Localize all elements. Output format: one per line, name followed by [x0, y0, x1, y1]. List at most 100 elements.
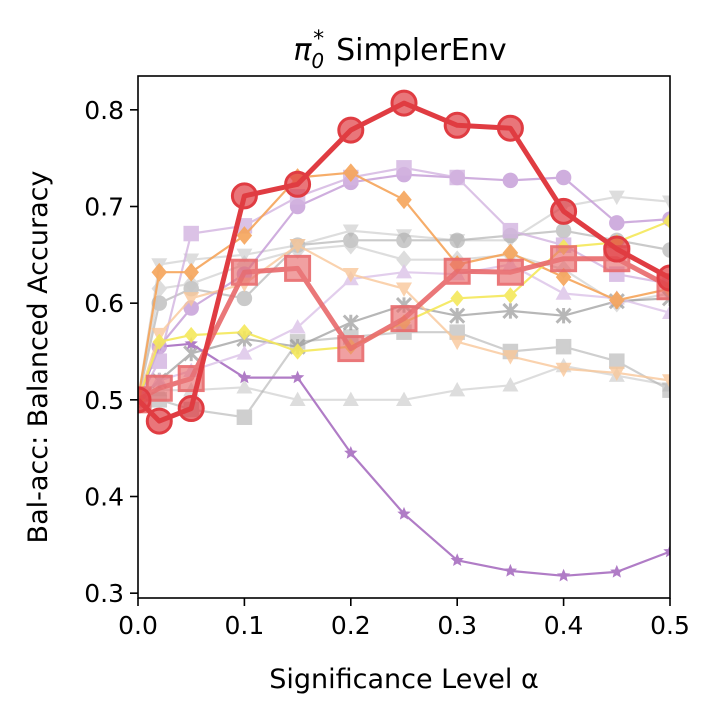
data-point-red-square: [550, 245, 578, 273]
data-point-gray-circle: [449, 232, 465, 249]
series-red-circle: [138, 89, 670, 435]
data-point-light-orange-triangle-down: [449, 335, 466, 351]
data-point-red-circle: [390, 89, 418, 117]
series-line-light-orange-triangle-down: [138, 244, 670, 401]
data-point-red-circle: [603, 235, 631, 263]
data-point-red-circle: [138, 386, 152, 414]
y-tick-label: 0.7: [84, 193, 124, 222]
x-tick-label: 0.5: [650, 611, 690, 640]
title-superscript: *: [313, 27, 324, 52]
data-point-light-purple-circle: [502, 172, 519, 189]
data-point-light-purple-square: [183, 225, 199, 242]
y-tick-label: 0.5: [84, 386, 124, 415]
data-point-gray-square: [555, 338, 572, 355]
data-point-purple-star: [663, 544, 670, 558]
data-point-gray-circle: [555, 222, 572, 239]
data-point-red-square: [284, 254, 312, 282]
data-point-light-orange-triangle-down: [661, 374, 670, 389]
data-point-gray-square: [609, 353, 625, 369]
title-symbol: π: [293, 33, 312, 68]
data-point-orange-diamond: [236, 226, 253, 245]
data-point-gray-circle: [236, 290, 253, 307]
data-point-gray-triangle-down: [661, 195, 670, 210]
data-point-gray-triangle-flat: [236, 379, 253, 394]
data-point-gray-x: [555, 307, 572, 324]
data-point-purple-star: [237, 370, 252, 384]
data-point-gray-circle: [662, 242, 670, 258]
data-point-red-circle: [337, 116, 365, 144]
data-point-red-circle: [284, 170, 312, 198]
axis-ticks: 0.0 0.1 0.2 0.3 0.4 0.5 0.3 0.4 0.5 0.6 0.7 0.8: [84, 96, 690, 640]
data-point-purple-star: [397, 506, 411, 520]
data-point-gray-triangle-flat: [289, 391, 306, 407]
data-point-gray-diamond: [343, 235, 359, 255]
data-point-red-square: [230, 258, 258, 286]
data-point-purple-star: [556, 568, 571, 582]
data-point-red-square: [145, 374, 173, 402]
data-point-red-circle: [496, 114, 524, 142]
data-point-gray-triangle-flat: [342, 391, 359, 407]
data-point-gray-triangle-flat: [449, 381, 466, 397]
data-point-orange-diamond: [343, 163, 359, 183]
data-point-gray-triangle-down: [342, 224, 359, 239]
data-point-yellow-diamond: [237, 324, 252, 341]
data-point-gray-square: [662, 382, 670, 398]
y-axis-label: Bal-acc: Balanced Accuracy: [23, 171, 54, 544]
series-line-purple-star: [138, 342, 670, 577]
data-point-yellow-diamond: [152, 333, 167, 350]
data-point-light-orange-triangle-down: [608, 366, 625, 382]
x-tick-label: 0.0: [118, 611, 158, 640]
data-point-gray-x: [342, 314, 359, 331]
data-point-orange-diamond: [396, 190, 412, 210]
data-point-yellow-diamond: [450, 290, 464, 307]
x-axis-label: Significance Level α: [269, 664, 539, 695]
y-tick-label: 0.4: [84, 483, 124, 512]
data-point-yellow-diamond: [184, 326, 198, 344]
data-point-light-purple-circle: [609, 215, 625, 231]
data-point-purple-star: [344, 445, 358, 459]
y-tick-label: 0.8: [84, 96, 124, 125]
data-point-light-purple-triangle: [289, 319, 306, 334]
x-tick-label: 0.2: [331, 611, 371, 640]
data-point-light-purple-square: [396, 160, 412, 176]
data-point-light-purple-square: [449, 169, 465, 186]
data-point-red-circle: [145, 407, 173, 435]
data-point-gray-x: [502, 302, 519, 319]
data-point-light-purple-triangle: [395, 263, 413, 279]
data-point-gray-triangle-down: [183, 253, 200, 268]
data-point-purple-star: [610, 564, 624, 578]
data-point-light-purple-triangle: [555, 285, 572, 300]
data-point-purple-star: [503, 563, 518, 577]
data-point-red-circle: [230, 182, 258, 210]
data-point-purple-star: [290, 370, 305, 384]
data-point-red-circle: [443, 111, 471, 139]
data-point-light-orange-triangle-down: [183, 292, 200, 307]
chart-title: π0* SimplerEnv: [293, 27, 506, 73]
title-subscript: 0: [311, 49, 324, 73]
plot-area: [138, 89, 670, 582]
y-tick-label: 0.3: [84, 579, 124, 608]
data-point-orange-diamond: [151, 262, 168, 282]
data-point-orange-diamond: [609, 290, 625, 310]
data-point-gray-square: [236, 409, 253, 425]
x-tick-label: 0.4: [544, 611, 584, 640]
data-point-light-orange-triangle-down: [342, 267, 359, 283]
data-point-light-purple-square: [502, 222, 519, 239]
data-point-gray-triangle-flat: [502, 377, 519, 392]
data-point-light-orange-triangle-down: [289, 238, 306, 254]
data-point-yellow-diamond: [503, 287, 518, 304]
series-gray-x: [138, 290, 670, 408]
data-point-light-purple-circle: [555, 169, 572, 186]
data-point-light-orange-triangle-down: [502, 350, 519, 365]
data-point-light-orange-triangle-down: [555, 362, 572, 378]
series-line-light-purple-circle: [138, 173, 670, 401]
data-point-yellow-diamond: [663, 212, 670, 230]
data-point-gray-x: [449, 307, 466, 324]
data-point-red-square: [443, 257, 471, 285]
x-tick-label: 0.1: [225, 611, 265, 640]
x-tick-label: 0.3: [437, 611, 477, 640]
data-point-light-orange-triangle-down: [395, 282, 413, 297]
data-point-gray-circle: [396, 232, 412, 249]
data-point-light-purple-triangle: [661, 304, 670, 320]
